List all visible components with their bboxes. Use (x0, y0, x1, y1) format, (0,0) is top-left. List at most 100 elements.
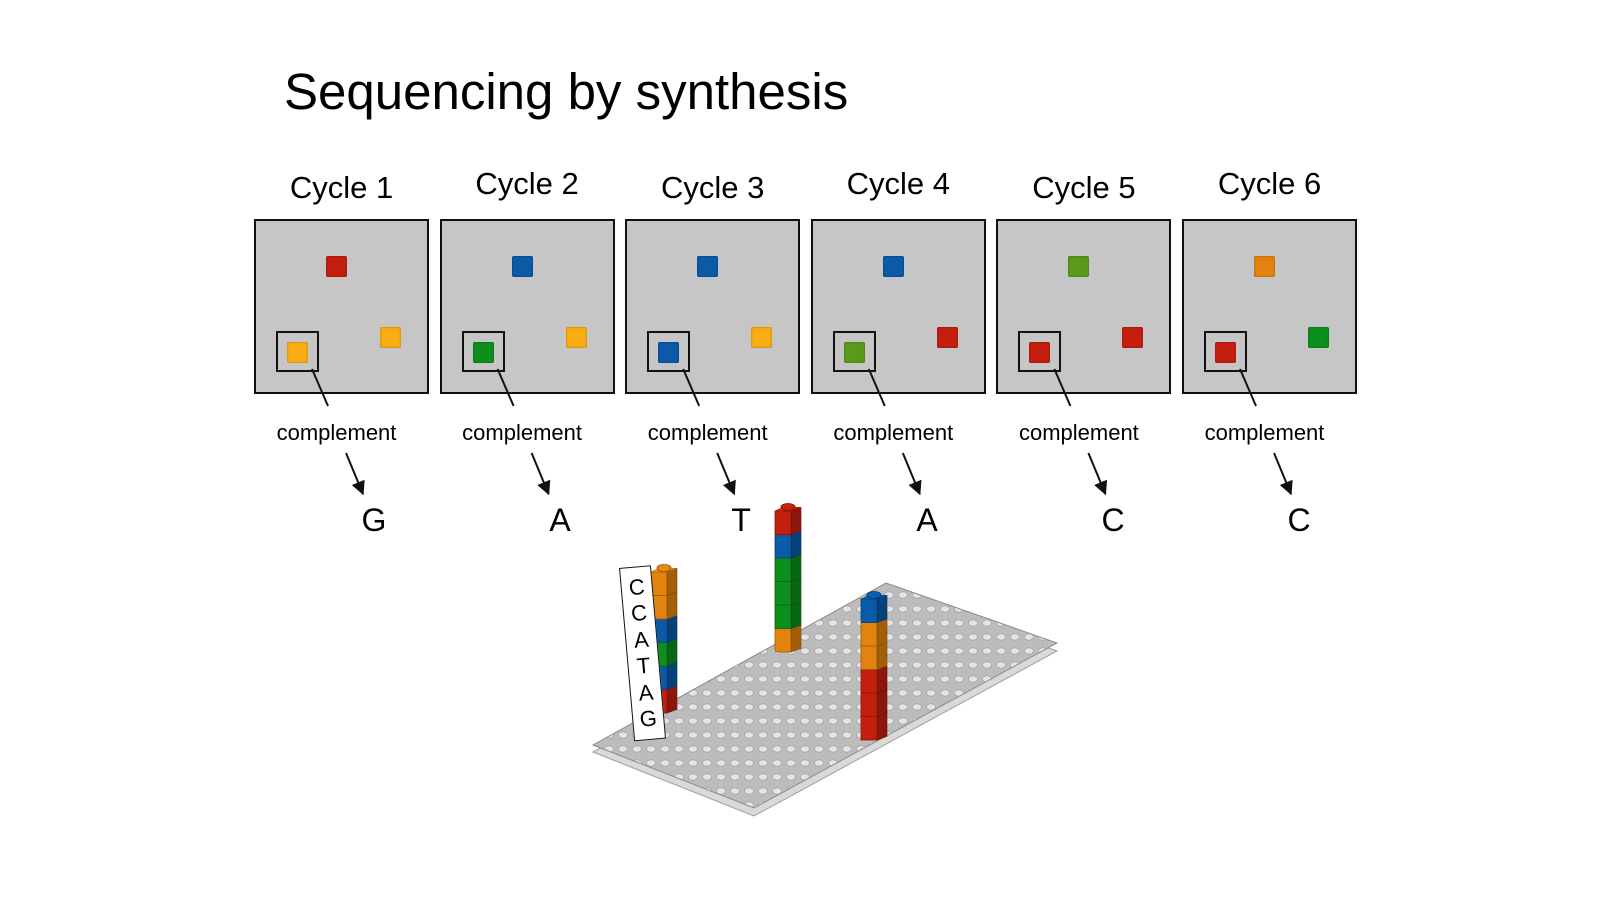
spot-right (1308, 327, 1329, 348)
arrow-icon (716, 452, 736, 496)
brick (774, 534, 792, 559)
base-letter: C (1287, 502, 1311, 538)
spot-top (326, 256, 347, 277)
tag-letter: T (635, 652, 652, 680)
brick (650, 571, 668, 596)
brick-side (666, 638, 678, 667)
brick (860, 716, 878, 741)
complement-label: complement (833, 420, 954, 445)
brick (860, 598, 878, 623)
complement-label: complement (1018, 420, 1139, 445)
brick-side (876, 688, 888, 717)
page-title: Sequencing by synthesis (284, 63, 849, 120)
spot-top (882, 256, 904, 277)
brick-side (790, 624, 802, 653)
brick (774, 604, 792, 629)
spot-selected (1215, 342, 1236, 363)
selection-box (647, 331, 691, 372)
cycle-image-panel (810, 219, 986, 394)
brick-side (666, 591, 678, 620)
connector-line (1239, 368, 1257, 407)
arrow-icon (530, 452, 551, 496)
brick-side (790, 600, 802, 629)
spot-top (511, 256, 533, 277)
arrow-icon (1087, 452, 1108, 496)
connector-line (496, 368, 515, 407)
complement-label: complement (1204, 420, 1325, 445)
brick-side (790, 530, 802, 559)
cycle-label: Cycle 2 (475, 166, 579, 201)
tag-letter: A (632, 626, 650, 653)
brick-side (876, 618, 888, 647)
brick-stack (774, 503, 802, 653)
cycle-image-panel (996, 219, 1172, 394)
brick (774, 557, 792, 582)
selection-box (461, 331, 505, 372)
base-letter: A (549, 502, 571, 538)
spot-right (380, 327, 401, 348)
spot-top (697, 256, 719, 277)
brick-side (790, 553, 802, 582)
selection-box (1204, 331, 1247, 372)
brick (860, 622, 878, 647)
brick (860, 645, 878, 670)
arrow-icon (901, 452, 922, 496)
brick (774, 510, 792, 535)
brick (860, 669, 878, 694)
spot-selected (287, 342, 308, 363)
base-letter: G (361, 502, 387, 538)
cycle-label: Cycle 5 (1032, 170, 1136, 205)
cycle-image-panel (625, 219, 801, 394)
connector-line (1053, 368, 1072, 407)
spot-selected (472, 342, 494, 363)
selection-box (1018, 331, 1062, 372)
arrow-icon (345, 452, 365, 496)
spot-top (1068, 256, 1090, 277)
selection-box (276, 331, 319, 372)
tag-letter: C (627, 573, 646, 600)
spot-top (1254, 256, 1275, 277)
brick-stud (656, 564, 672, 572)
brick-side (876, 641, 888, 670)
spot-selected (843, 342, 865, 363)
cycle-label: Cycle 6 (1217, 166, 1322, 201)
arrow-icon (1273, 452, 1293, 496)
complement-label: complement (276, 420, 397, 445)
spot-right (565, 327, 587, 348)
brick-side (666, 685, 678, 714)
brick (860, 692, 878, 717)
base-letter: T (731, 502, 751, 538)
spot-selected (1029, 342, 1051, 363)
complement-label: complement (462, 420, 583, 445)
brick-side (666, 567, 678, 596)
base-letter: A (916, 502, 938, 538)
brick-side (666, 614, 678, 643)
base-letter: C (1101, 502, 1125, 538)
connector-line (682, 368, 701, 407)
brick (774, 581, 792, 606)
brick-stud (780, 503, 796, 511)
connector-line (867, 368, 886, 407)
brick-side (876, 594, 888, 623)
cycle-image-panel (254, 219, 429, 394)
tag-letter: G (638, 705, 658, 733)
cycle-label: Cycle 1 (289, 170, 394, 205)
tag-letter: A (637, 679, 655, 706)
spot-right (1122, 327, 1144, 348)
complement-label: complement (647, 420, 768, 445)
brick-side (790, 506, 802, 535)
spot-selected (658, 342, 680, 363)
connector-lines (311, 368, 1293, 496)
cycle-label: Cycle 4 (846, 166, 950, 201)
brick-side (666, 661, 678, 690)
tag-letter: C (629, 599, 648, 627)
cycle-label: Cycle 3 (661, 170, 765, 205)
brick (774, 628, 792, 653)
spot-right (751, 327, 773, 348)
selection-box (832, 331, 876, 372)
cycle-image-panel (1182, 219, 1357, 394)
brick-stud (866, 591, 882, 599)
brick-side (790, 577, 802, 606)
